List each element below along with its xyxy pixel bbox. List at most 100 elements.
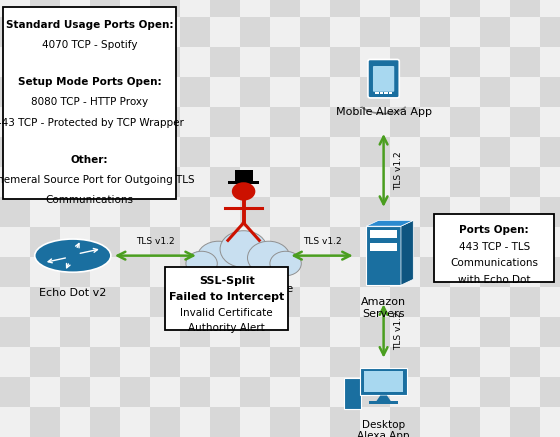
Bar [375,92,379,94]
Bar [30,0,60,17]
FancyBboxPatch shape [368,59,399,98]
Bar [60,257,90,287]
Text: Ports Open:: Ports Open: [459,225,529,235]
Bar [480,47,510,77]
Bar [540,77,560,107]
Bar [390,257,420,287]
Bar [390,107,420,137]
Bar [210,0,240,17]
Bar [420,377,450,407]
Bar [390,287,420,317]
Bar [150,167,180,197]
Bar [240,317,270,347]
Bar [180,17,210,47]
Bar [180,227,210,257]
Polygon shape [365,371,403,392]
Bar [120,167,150,197]
Bar [60,287,90,317]
Bar [480,287,510,317]
Bar [0,197,30,227]
Bar [540,347,560,377]
Bar [540,257,560,287]
Bar [330,287,360,317]
Bar [480,77,510,107]
Polygon shape [360,368,408,395]
Bar [180,257,210,287]
Bar [120,227,150,257]
Bar [120,137,150,167]
Bar [360,17,390,47]
Bar [270,197,300,227]
Bar [210,257,240,287]
Bar [540,47,560,77]
Bar [120,47,150,77]
Bar [450,137,480,167]
Bar [270,0,300,17]
Bar [180,167,210,197]
Bar [300,407,330,437]
Bar [90,407,120,437]
Bar [480,137,510,167]
Bar [150,317,180,347]
Polygon shape [370,243,397,251]
Bar [420,197,450,227]
Bar [300,137,330,167]
Bar [150,287,180,317]
Bar [0,287,30,317]
Bar [210,287,240,317]
Bar [450,107,480,137]
Bar [450,287,480,317]
Bar [120,0,150,17]
Bar [360,257,390,287]
Bar [150,137,180,167]
Bar [240,347,270,377]
Bar [480,407,510,437]
Bar [0,77,30,107]
Bar [480,167,510,197]
Bar [150,107,180,137]
Polygon shape [370,230,397,238]
Bar [510,107,540,137]
Bar [90,137,120,167]
Bar [120,347,150,377]
Bar [270,77,300,107]
Bar [210,47,240,77]
Bar [360,377,390,407]
Bar [380,92,383,94]
Bar [0,167,30,197]
Bar [120,77,150,107]
Bar [480,17,510,47]
Bar [210,317,240,347]
FancyBboxPatch shape [373,66,394,92]
Bar [510,407,540,437]
Text: Man-in-the-Middle: Man-in-the-Middle [193,284,294,294]
Polygon shape [228,181,259,184]
Text: TLS v1.2: TLS v1.2 [136,237,175,246]
Bar [240,257,270,287]
Bar [180,0,210,17]
Bar [540,107,560,137]
Bar [60,47,90,77]
Bar [510,347,540,377]
Bar [480,227,510,257]
Polygon shape [196,251,291,275]
Bar [240,227,270,257]
Bar [60,0,90,17]
Bar [360,407,390,437]
Bar [450,167,480,197]
Bar [300,317,330,347]
Bar [270,227,300,257]
Bar [270,407,300,437]
Bar [450,197,480,227]
Bar [240,407,270,437]
Bar [0,377,30,407]
Bar [180,347,210,377]
Text: SSL-Split: SSL-Split [199,276,255,286]
Bar [150,407,180,437]
Bar [390,17,420,47]
Bar [210,407,240,437]
Bar [510,17,540,47]
Bar [240,377,270,407]
Bar [330,167,360,197]
Bar [60,317,90,347]
